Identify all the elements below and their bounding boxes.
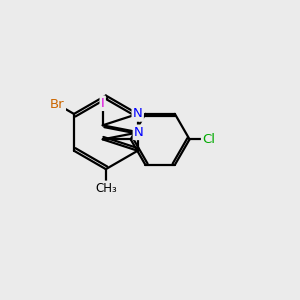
Text: N: N — [134, 126, 144, 139]
Text: CH₃: CH₃ — [95, 182, 117, 195]
Text: Cl: Cl — [202, 133, 215, 146]
Text: I: I — [101, 97, 105, 110]
Text: Br: Br — [50, 98, 65, 111]
Text: N: N — [133, 107, 142, 120]
